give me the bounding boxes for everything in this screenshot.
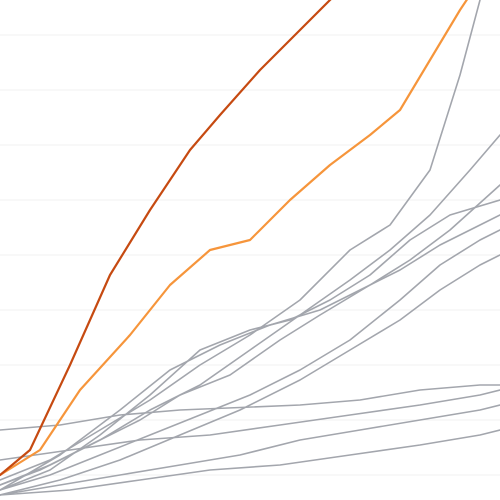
line-chart [0,0,500,500]
chart-background [0,0,500,500]
